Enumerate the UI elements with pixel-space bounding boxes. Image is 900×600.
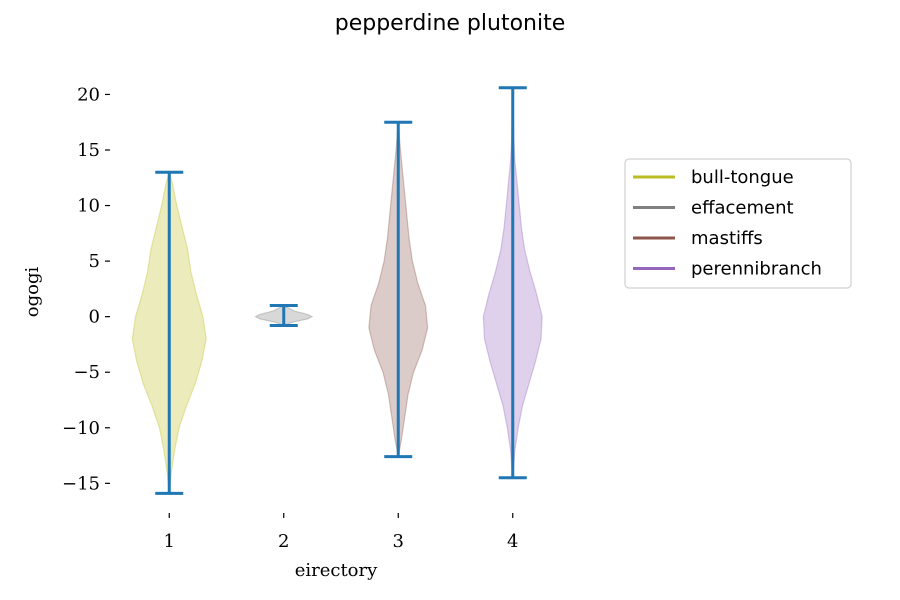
- legend-entry: effacement: [691, 198, 794, 219]
- chart-title: pepperdine plutonite: [335, 11, 566, 36]
- y-tick-label: 20: [77, 84, 100, 105]
- x-axis: 1 2 3 4: [164, 513, 518, 552]
- violin-group: [131, 86, 543, 495]
- x-tick-label: 3: [393, 531, 404, 552]
- y-tick-label: −10: [62, 418, 100, 439]
- y-tick-label: 15: [77, 140, 100, 161]
- y-tick-label: −5: [73, 362, 100, 383]
- x-tick-label: 1: [164, 531, 175, 552]
- y-tick-label: 0: [89, 307, 100, 328]
- legend-entry: perennibranch: [691, 259, 822, 280]
- legend-frame: [624, 158, 852, 289]
- x-axis-label: eirectory: [295, 560, 378, 581]
- y-tick-label: −15: [62, 473, 100, 494]
- legend: bull-tongue effacement mastiffs perennibran…: [624, 158, 852, 289]
- legend-entry: mastiffs: [691, 228, 763, 249]
- legend-entry: bull-tongue: [691, 167, 794, 188]
- x-tick-label: 4: [507, 531, 518, 552]
- y-axis: 20 15 10 5 0 −5 −10 −15: [62, 84, 110, 494]
- y-tick-label: 10: [77, 196, 100, 217]
- x-tick-label: 2: [278, 531, 289, 552]
- y-axis-label: ogogi: [22, 267, 43, 318]
- y-tick-label: 5: [89, 251, 100, 272]
